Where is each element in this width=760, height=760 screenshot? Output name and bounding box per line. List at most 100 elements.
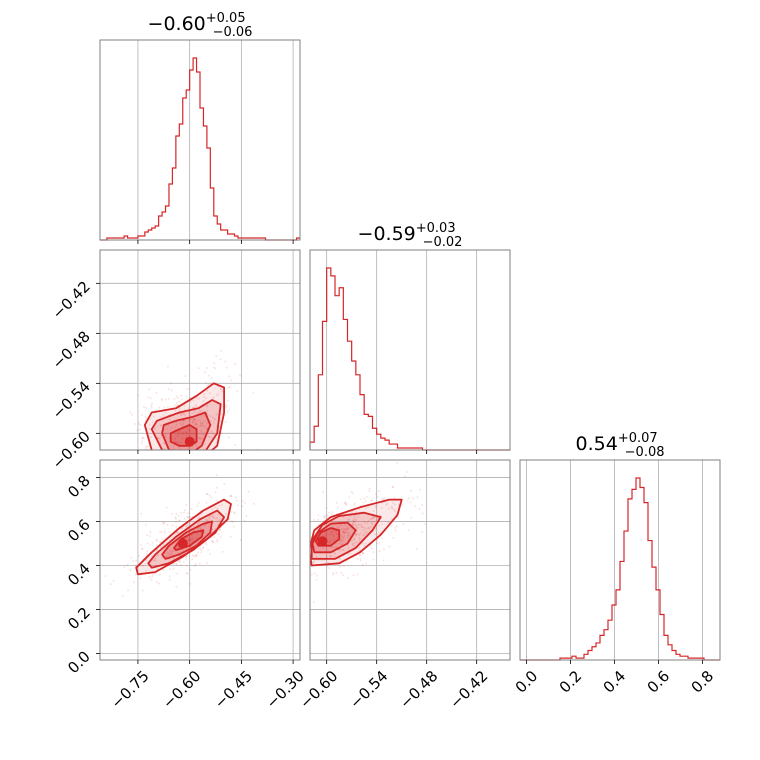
sample-point <box>219 536 222 539</box>
sample-point <box>131 560 134 562</box>
sample-point <box>181 432 183 434</box>
sample-point <box>421 512 424 515</box>
sample-point <box>383 548 386 551</box>
sample-point <box>192 399 195 402</box>
panel-frame-2-1 <box>309 459 511 661</box>
sample-point <box>224 360 227 363</box>
sample-point <box>148 423 151 426</box>
sample-point <box>191 420 194 423</box>
sample-point <box>185 431 187 434</box>
sample-point <box>343 535 346 538</box>
sample-point <box>228 408 231 411</box>
density-peak-marker <box>177 538 188 549</box>
panel-frame-1-1 <box>309 249 511 451</box>
sample-point <box>232 525 235 528</box>
sample-point <box>163 447 166 450</box>
sample-point <box>217 393 220 396</box>
sample-point <box>346 527 349 530</box>
panel-frame-2-0 <box>99 459 301 661</box>
sample-point <box>151 573 154 576</box>
sample-point <box>169 568 171 571</box>
sample-point <box>331 545 334 548</box>
sample-point <box>194 452 196 454</box>
sample-point <box>185 431 188 434</box>
sample-point <box>314 559 317 562</box>
sample-point <box>189 582 192 585</box>
sample-point <box>219 358 222 361</box>
sample-point <box>178 407 181 410</box>
sample-point <box>202 546 205 549</box>
sample-point <box>239 374 242 377</box>
sample-point <box>212 463 214 465</box>
sample-point <box>330 513 333 516</box>
sample-point <box>191 421 194 424</box>
sample-point <box>112 579 115 582</box>
sample-point <box>353 502 356 505</box>
x-tick-label-param1: −0.48 <box>396 667 441 712</box>
sample-point <box>196 523 199 526</box>
sample-point <box>146 534 148 537</box>
sample-point <box>104 575 107 578</box>
sample-point <box>165 555 168 558</box>
sample-point <box>331 511 334 514</box>
sample-point <box>328 530 331 533</box>
sample-point <box>144 415 147 418</box>
sample-point <box>358 540 361 543</box>
sample-point <box>165 555 168 558</box>
scatter-layer <box>104 349 427 603</box>
sample-point <box>168 554 171 557</box>
sample-point <box>356 573 359 576</box>
sample-point <box>394 508 396 511</box>
sample-point <box>160 397 163 400</box>
sample-point <box>344 501 347 504</box>
sample-point <box>172 553 174 556</box>
sample-point <box>158 573 161 576</box>
sample-point <box>200 424 203 427</box>
sample-point <box>198 409 201 412</box>
sample-point <box>354 518 357 521</box>
sample-point <box>342 565 345 567</box>
sample-point <box>220 390 223 393</box>
sample-point <box>199 422 202 425</box>
sample-point <box>218 425 221 428</box>
sample-point <box>215 394 218 397</box>
sample-point <box>195 405 198 408</box>
sample-point <box>170 551 173 554</box>
sample-point <box>186 572 189 575</box>
sample-point <box>352 520 355 523</box>
sample-point <box>163 406 166 409</box>
sample-point <box>375 532 378 535</box>
sample-point <box>172 456 174 458</box>
sample-point <box>210 430 213 433</box>
sample-point <box>155 538 158 541</box>
sample-point <box>304 582 306 584</box>
sample-point <box>151 541 154 544</box>
sample-point <box>150 436 152 439</box>
sample-point <box>195 554 198 557</box>
sample-point <box>373 516 376 519</box>
sample-point <box>153 427 156 430</box>
sample-point <box>212 516 215 519</box>
sample-point <box>187 539 190 542</box>
sample-point <box>176 564 178 567</box>
sample-point <box>178 551 180 554</box>
sample-point <box>209 454 211 456</box>
contours-1-2 <box>310 498 403 567</box>
sample-point <box>322 490 325 493</box>
sample-point <box>182 412 185 415</box>
sample-point <box>214 506 217 509</box>
sample-point <box>140 544 142 547</box>
sample-point <box>198 437 200 440</box>
sample-point <box>357 523 360 526</box>
sample-point <box>357 516 360 519</box>
sample-point <box>380 537 383 539</box>
sample-point <box>195 419 198 422</box>
sample-point <box>109 583 112 586</box>
sample-point <box>194 469 196 471</box>
sample-point <box>137 394 139 397</box>
sample-point <box>187 539 190 542</box>
sample-point <box>391 507 394 510</box>
sample-point <box>411 497 414 500</box>
sample-point <box>150 404 153 407</box>
sample-point <box>239 539 242 542</box>
